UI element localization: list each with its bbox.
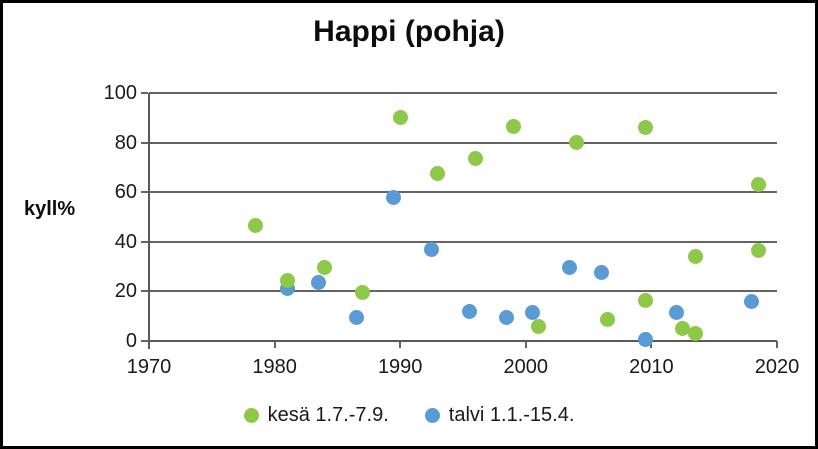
data-point: [530, 318, 546, 334]
data-point: [499, 309, 515, 325]
x-axis-tick: [650, 341, 653, 348]
legend-item: talvi 1.1.-15.4.: [424, 404, 575, 427]
legend-label: kesä 1.7.-7.9.: [267, 404, 389, 426]
y-tick-label: 20: [114, 280, 137, 303]
data-point: [424, 241, 440, 257]
data-point: [687, 326, 703, 342]
legend-label: talvi 1.1.-15.4.: [448, 404, 575, 426]
data-point: [750, 242, 766, 258]
data-point: [593, 265, 609, 281]
data-point: [669, 304, 685, 320]
x-tick-label: 1990: [377, 356, 423, 378]
data-point: [468, 151, 484, 167]
y-axis-tick: [141, 340, 148, 342]
x-axis-tick: [776, 341, 778, 348]
legend-marker-icon: [243, 408, 259, 423]
y-axis-line: [148, 93, 150, 349]
data-point: [524, 304, 540, 320]
h-gridline: [149, 92, 777, 94]
y-tick-label: 40: [114, 230, 137, 253]
data-point: [637, 120, 653, 136]
x-tick-label: 1970: [126, 356, 172, 378]
data-point: [461, 303, 477, 319]
x-tick-label: 2000: [503, 356, 549, 378]
y-axis-tick: [141, 290, 148, 293]
data-point: [637, 292, 653, 308]
h-gridline: [149, 141, 777, 144]
data-point: [430, 166, 446, 182]
data-point: [248, 218, 264, 234]
y-axis-tick: [141, 141, 148, 144]
data-point: [355, 285, 371, 301]
data-point: [687, 249, 703, 265]
legend: kesä 1.7.-7.9. talvi 1.1.-15.4.: [3, 404, 815, 427]
y-axis-title: kyll%: [24, 198, 76, 220]
y-axis-tick: [141, 191, 148, 194]
data-point: [348, 309, 364, 325]
y-tick-label: 100: [103, 82, 137, 104]
h-gridline: [149, 191, 777, 194]
data-point: [392, 110, 408, 126]
y-axis-tick: [141, 240, 148, 243]
chart-title: Happi (pohja): [313, 15, 505, 48]
legend-marker-icon: [424, 408, 440, 423]
x-tick-label: 2020: [754, 356, 800, 378]
x-axis-tick: [273, 341, 276, 348]
x-axis-tick: [524, 341, 527, 348]
data-point: [505, 118, 521, 134]
x-axis-line: [149, 340, 777, 342]
data-point: [386, 189, 402, 205]
data-point: [562, 260, 578, 276]
data-point: [637, 332, 653, 348]
x-axis-tick: [399, 341, 402, 348]
data-point: [279, 272, 295, 288]
h-gridline: [149, 240, 777, 243]
x-tick-label: 1980: [252, 356, 297, 378]
y-tick-label: 60: [114, 181, 137, 204]
h-gridline: [149, 290, 777, 293]
y-axis-tick: [141, 92, 148, 94]
data-point: [568, 135, 584, 151]
x-tick-label: 2010: [629, 356, 674, 378]
data-point: [744, 293, 760, 309]
legend-item: kesä 1.7.-7.9.: [243, 404, 389, 427]
data-point: [317, 260, 333, 276]
y-tick-label: 80: [114, 131, 137, 154]
data-point: [599, 312, 615, 328]
data-point: [750, 177, 766, 193]
y-tick-label: 0: [125, 330, 137, 352]
data-point: [311, 275, 327, 291]
data-point: [675, 321, 691, 337]
